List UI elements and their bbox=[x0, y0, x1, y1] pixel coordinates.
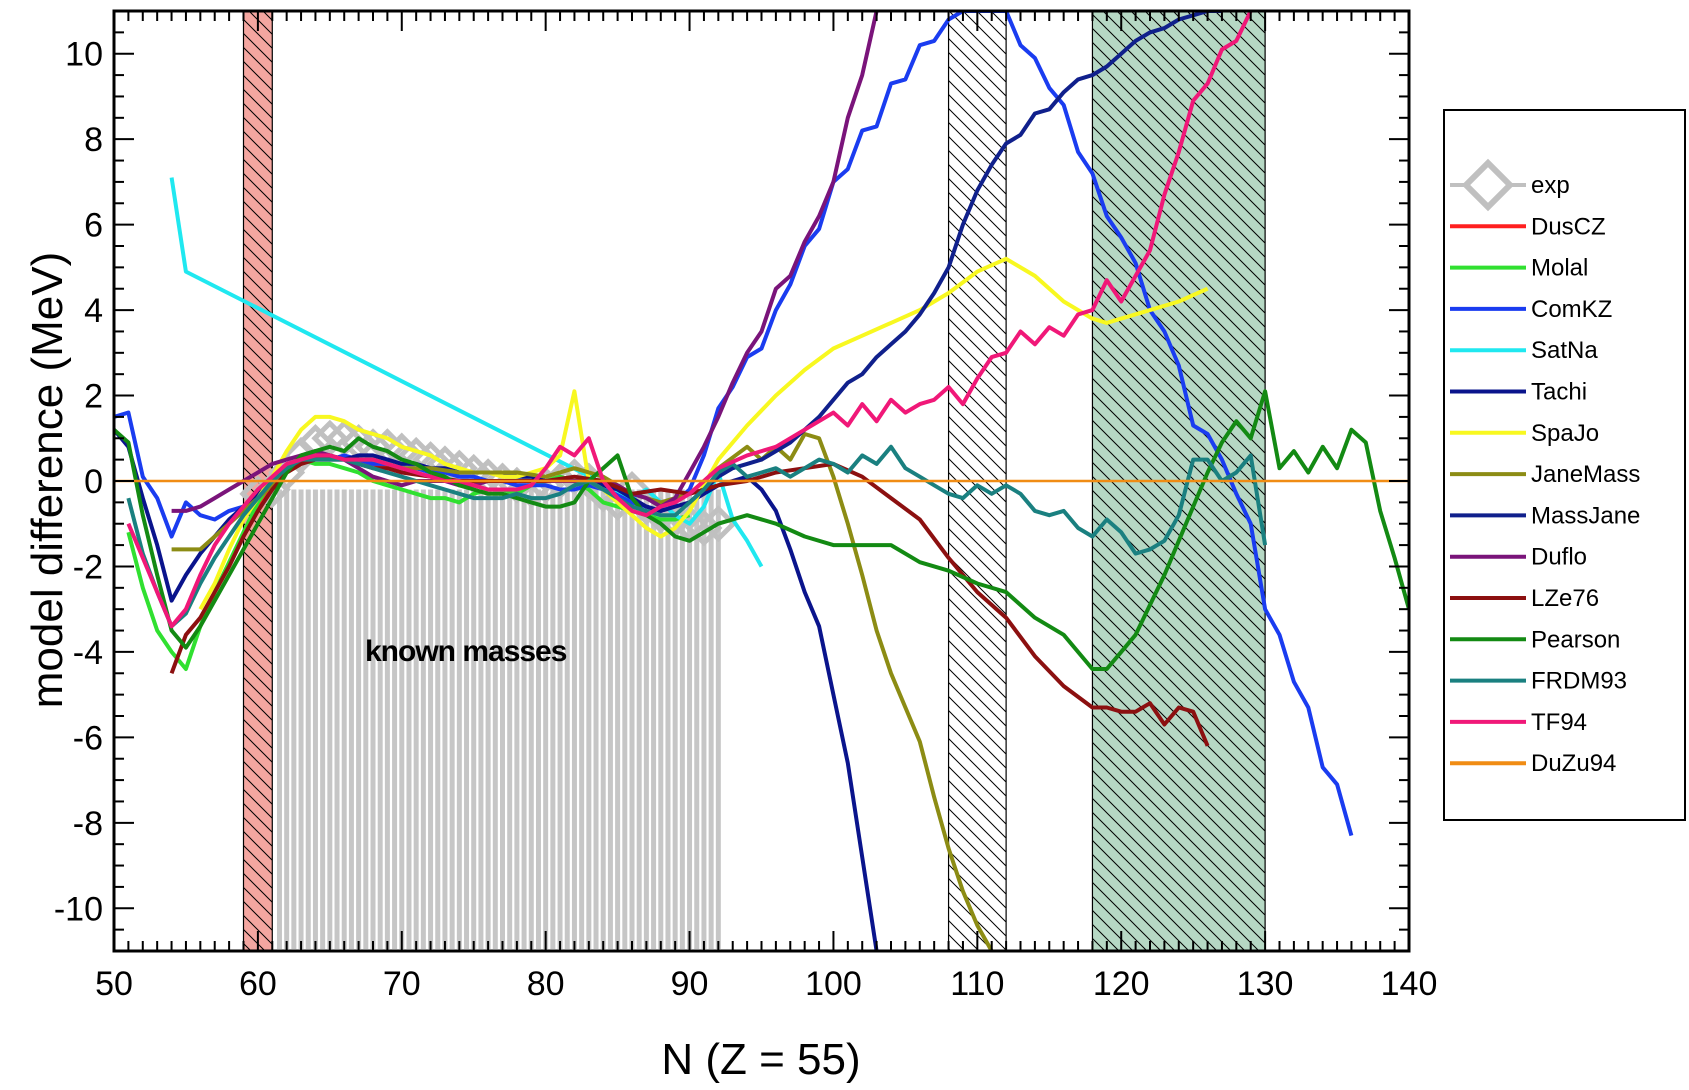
exp-point bbox=[685, 509, 723, 547]
legend-label: FRDM93 bbox=[1531, 668, 1627, 695]
x-tick-label: 130 bbox=[1237, 965, 1294, 1003]
legend-label: SpaJo bbox=[1531, 420, 1599, 447]
x-tick-label: 80 bbox=[527, 965, 565, 1003]
x-tick-label: 70 bbox=[383, 965, 421, 1003]
x-tick-labels: 50 60 70 80 90 100 110 120 130 140 bbox=[95, 965, 1437, 1003]
legend-label: Molal bbox=[1531, 255, 1588, 282]
legend-label: JaneMass bbox=[1531, 461, 1640, 488]
series-massjane-line bbox=[688, 11, 1222, 504]
x-tick-label: 50 bbox=[95, 965, 133, 1003]
y-axis-title: model difference (MeV) bbox=[23, 252, 72, 709]
x-axis-title: N (Z = 55) bbox=[661, 1035, 860, 1084]
y-tick-label: -2 bbox=[73, 548, 103, 586]
legend-item-pearson: Pearson bbox=[1450, 626, 1620, 653]
legend-item-tf94: TF94 bbox=[1450, 709, 1587, 736]
known-masses-region bbox=[276, 489, 721, 949]
x-tick-label: 60 bbox=[239, 965, 277, 1003]
legend-box bbox=[1443, 109, 1686, 821]
series-frdm93-line bbox=[126, 444, 1268, 629]
y-tick-labels: -10 -8 -6 -4 -2 0 2 4 6 8 10 bbox=[54, 36, 103, 929]
y-tick-label: 6 bbox=[84, 207, 103, 245]
legend-label: Tachi bbox=[1531, 379, 1587, 406]
y-tick-label: -6 bbox=[73, 719, 103, 757]
legend-label: MassJane bbox=[1531, 502, 1640, 529]
x-tick-label: 140 bbox=[1381, 965, 1438, 1003]
legend-item-tachi: Tachi bbox=[1450, 379, 1587, 406]
y-tick-label: 0 bbox=[84, 463, 103, 501]
x-tick-label: 120 bbox=[1093, 965, 1150, 1003]
y-tick-label: 4 bbox=[84, 292, 103, 330]
legend-item-exp: exp bbox=[1450, 158, 1570, 212]
y-tick-label: -10 bbox=[54, 890, 103, 928]
axis-ticks bbox=[113, 10, 1410, 952]
legend-label: SatNa bbox=[1531, 337, 1598, 364]
legend-item-molal: Molal bbox=[1450, 255, 1588, 282]
legend-item-massjane: MassJane bbox=[1450, 502, 1640, 529]
legend-item-lze76: LZe76 bbox=[1450, 585, 1599, 612]
legend-label: exp bbox=[1531, 172, 1570, 199]
y-tick-label: 2 bbox=[84, 378, 103, 416]
series-spajo-line bbox=[198, 256, 1209, 611]
legend-label: DusCZ bbox=[1531, 213, 1606, 240]
x-tick-label: 100 bbox=[805, 965, 862, 1003]
series-layer bbox=[114, 11, 1409, 951]
known-masses-annotation: known masses bbox=[365, 635, 567, 668]
legend-swatch-marker bbox=[1461, 158, 1515, 212]
legend-item-spajo: SpaJo bbox=[1450, 420, 1599, 447]
legend-item-satna: SatNa bbox=[1450, 337, 1598, 364]
y-tick-label: -8 bbox=[73, 805, 103, 843]
legend-item-duzu94: DuZu94 bbox=[1450, 750, 1616, 777]
legend-label: Pearson bbox=[1531, 626, 1620, 653]
series-tf94-line bbox=[126, 11, 1253, 629]
y-tick-label: -4 bbox=[73, 634, 103, 672]
x-tick-label: 110 bbox=[950, 965, 1004, 1003]
y-tick-label: 8 bbox=[84, 121, 103, 159]
legend-item-frdm93: FRDM93 bbox=[1450, 668, 1627, 695]
x-tick-label: 90 bbox=[671, 965, 709, 1003]
legend-item-duflo: Duflo bbox=[1450, 544, 1587, 571]
legend-label: LZe76 bbox=[1531, 585, 1599, 612]
legend-item-comkz: ComKZ bbox=[1450, 296, 1612, 323]
legend: exp DusCZ Molal ComKZ SatNa Tachi SpaJo JaneMas… bbox=[1443, 109, 1686, 821]
legend-item-duscz: DusCZ bbox=[1450, 213, 1606, 240]
exp-point bbox=[311, 419, 349, 457]
y-tick-label: 10 bbox=[65, 36, 103, 74]
legend-label: DuZu94 bbox=[1531, 750, 1616, 777]
legend-label: Duflo bbox=[1531, 544, 1587, 571]
legend-label: TF94 bbox=[1531, 709, 1587, 736]
series-duflo-line bbox=[171, 11, 879, 513]
legend-item-janemass: JaneMass bbox=[1450, 461, 1640, 488]
legend-label: ComKZ bbox=[1531, 296, 1612, 323]
